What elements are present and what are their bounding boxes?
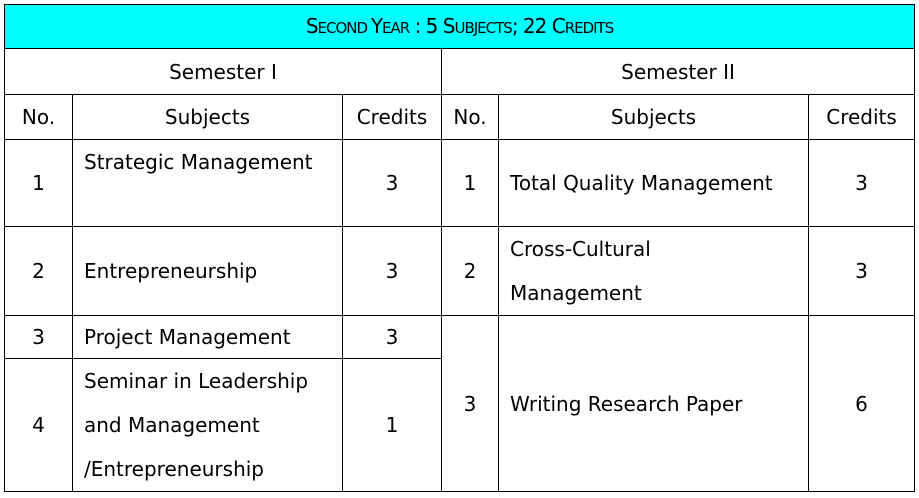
sem2-row3-subject: Writing Research Paper [498,315,809,492]
semester-2-header: Semester II [440,48,916,95]
table-row: 4 Seminar in Leadership and Management/En… [4,358,915,492]
sem2-row1-subject: Total Quality Management [498,139,809,227]
sem1-row4-subject: Seminar in Leadership and Management/Entr… [72,358,343,492]
sem2-row3-credits: 6 [807,315,916,492]
sem1-row3-credits: 3 [342,315,442,359]
sem2-row1-no: 1 [441,139,499,227]
sem1-row2-credits: 3 [342,226,442,316]
sem1-row3-no: 3 [4,315,73,359]
sem2-row2-credits: 3 [807,226,916,316]
sem2-row1-credits: 3 [807,139,916,227]
curriculum-table: SECOND YEAR : 5 SUBJECTS; 22 CREDITS Sem… [3,4,916,492]
sem1-row1-no: 1 [4,139,73,227]
table-row: 3 Project Management 3 3 Writing Researc… [4,315,916,492]
sem1-row1-credits: 3 [342,139,442,227]
sem2-row3-no: 3 [441,315,499,492]
column-header-subjects: Subjects [72,94,343,140]
table-row: 1 Strategic Management 3 1 Total Quality… [4,139,916,227]
sem1-row1-subject: Strategic Management [72,139,343,227]
semester-1-header: Semester I [4,48,442,95]
sem2-row2-subject: Cross-Cultural Management [498,226,809,316]
column-header-credits: Credits [342,94,442,140]
sem1-row3-subject: Project Management [72,315,343,359]
column-header-no: No. [441,94,499,140]
sem1-row2-no: 2 [4,226,73,316]
sem1-row2-subject: Entrepreneurship [72,226,343,316]
column-header-subjects: Subjects [498,94,809,140]
curriculum-table-wrapper: SECOND YEAR : 5 SUBJECTS; 22 CREDITS Sem… [3,4,916,492]
sem2-row2-no: 2 [441,226,499,316]
column-header-credits: Credits [807,94,916,140]
table-title: SECOND YEAR : 5 SUBJECTS; 22 CREDITS [3,4,916,49]
sem1-row4-no: 4 [4,358,73,492]
column-header-no: No. [4,94,73,140]
table-row: 2 Entrepreneurship 3 2 Cross-Cultural Man… [4,226,916,316]
sem1-row4-credits: 1 [342,358,442,492]
